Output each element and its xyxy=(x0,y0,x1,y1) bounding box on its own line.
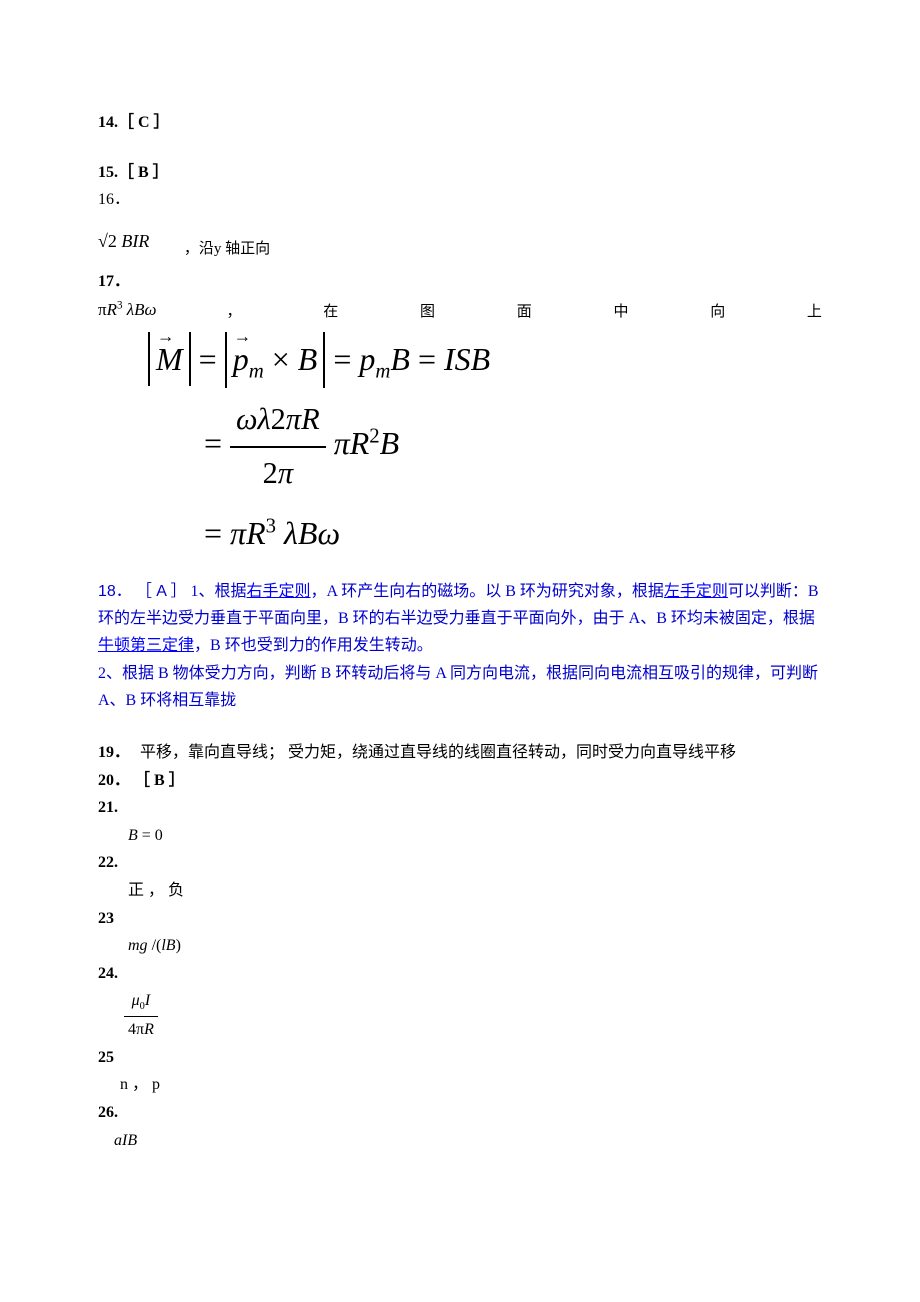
q18-p1d: ，B 环也受到力的作用发生转动。 xyxy=(194,637,433,654)
q17-num: 17． xyxy=(98,273,130,290)
q23-text: mg /(lB) xyxy=(128,937,181,954)
q14-num: 14. xyxy=(98,114,118,131)
newton-third-law-link[interactable]: 牛顿第三定律 xyxy=(98,637,194,654)
q19-num: 19． xyxy=(98,744,130,761)
q14: 14.［ C ］ xyxy=(98,110,822,136)
q24: 24. xyxy=(98,961,822,987)
q26-ans: aIB xyxy=(98,1128,822,1154)
q26-num: 26. xyxy=(98,1104,118,1121)
q18-p1b: ，A 环产生向右的磁场。以 B 环为研究对象，根据 xyxy=(311,583,664,600)
q16-body: √2 BIR ，沿y 轴正向 xyxy=(98,227,822,261)
q16-formula: √2 BIR xyxy=(98,231,154,251)
q20-num: 20． xyxy=(98,772,130,789)
q22-ans: 正 ， 负 xyxy=(98,878,822,904)
q17-eq-line1: M = pm × B = pmB = ISB xyxy=(148,332,822,389)
q25: 25 xyxy=(98,1045,822,1071)
q21-ans: B = 0 xyxy=(98,823,822,849)
q22-b: 负 xyxy=(168,882,184,899)
q21-text: B = 0 xyxy=(128,827,163,844)
q23-ans: mg /(lB) xyxy=(98,933,822,959)
q18: 18． ［ A ］ 1、根据右手定则，A 环产生向右的磁场。以 B 环为研究对象… xyxy=(98,578,822,714)
q15-num: 15. xyxy=(98,164,118,181)
q22: 22. xyxy=(98,850,822,876)
q16-num: 16． xyxy=(98,191,130,208)
q19-text: 平移，靠向直导线； 受力矩，绕通过直导线的线圈直径转动，同时受力向直导线平移 xyxy=(140,744,736,761)
q21-num: 21. xyxy=(98,799,118,816)
q26: 26. xyxy=(98,1100,822,1126)
q17-derivation: M = pm × B = pmB = ISB = ωλ2πR 2π πR2B =… xyxy=(98,332,822,561)
q18-num: 18． xyxy=(98,583,132,600)
q17-s1: 在 xyxy=(323,300,338,324)
q17-num-row: 17． xyxy=(98,269,822,295)
physics-answers-page: 14.［ C ］ 15.［ B ］ 16． √2 BIR ，沿y 轴正向 17．… xyxy=(0,0,920,1302)
q17-eq-line3: = πR3 λBω xyxy=(148,506,822,560)
q25-num: 25 xyxy=(98,1049,114,1066)
q14-ans: ［ C ］ xyxy=(118,114,170,131)
q16-text: ，沿y 轴正向 xyxy=(184,241,270,257)
q17-line: πR3 λBω ， 在 图 面 中 向 上 xyxy=(98,296,822,323)
q20: 20． ［ B ］ xyxy=(98,768,822,794)
q17-s6: 上 xyxy=(807,300,822,324)
q17-formula-left: πR3 λBω xyxy=(98,296,157,323)
q25-ans: n ， p xyxy=(98,1072,822,1098)
q17-s2: 图 xyxy=(420,300,435,324)
q26-text: aIB xyxy=(114,1132,137,1149)
q18-p1a: 1、根据 xyxy=(191,583,247,600)
q25-a: n ， xyxy=(120,1076,148,1093)
q24-frac: μ0I 4πR xyxy=(124,988,158,1042)
q22-num: 22. xyxy=(98,854,118,871)
q15-ans: ［ B ］ xyxy=(118,164,169,181)
q17-s5: 向 xyxy=(710,300,725,324)
q17-spread: ， 在 图 面 中 向 上 xyxy=(227,300,822,324)
q25-b: p xyxy=(152,1076,160,1093)
q17-s4: 中 xyxy=(613,300,628,324)
q17-s0: ， xyxy=(227,300,242,324)
q17-s3: 面 xyxy=(517,300,532,324)
q15: 15.［ B ］ xyxy=(98,160,822,186)
q23: 23 xyxy=(98,906,822,932)
q16-num-row: 16． xyxy=(98,187,822,213)
q23-num: 23 xyxy=(98,910,114,927)
q20-ans: ［ B ］ xyxy=(134,772,185,789)
q19: 19． 平移，靠向直导线； 受力矩，绕通过直导线的线圈直径转动，同时受力向直导线… xyxy=(98,740,822,766)
right-hand-rule-link[interactable]: 右手定则 xyxy=(247,583,311,600)
left-hand-rule-link[interactable]: 左手定则 xyxy=(664,583,728,600)
q18-ans: ［ A ］ xyxy=(136,583,187,600)
q18-p2: 2、根据 B 物体受力方向，判断 B 环转动后将与 A 同方向电流，根据同向电流… xyxy=(98,665,818,709)
q24-ans: μ0I 4πR xyxy=(98,988,822,1042)
q17-eq-line2: = ωλ2πR 2π πR2B xyxy=(148,394,822,499)
q21: 21. xyxy=(98,795,822,821)
q22-a: 正 ， xyxy=(128,882,164,899)
q24-num: 24. xyxy=(98,965,118,982)
